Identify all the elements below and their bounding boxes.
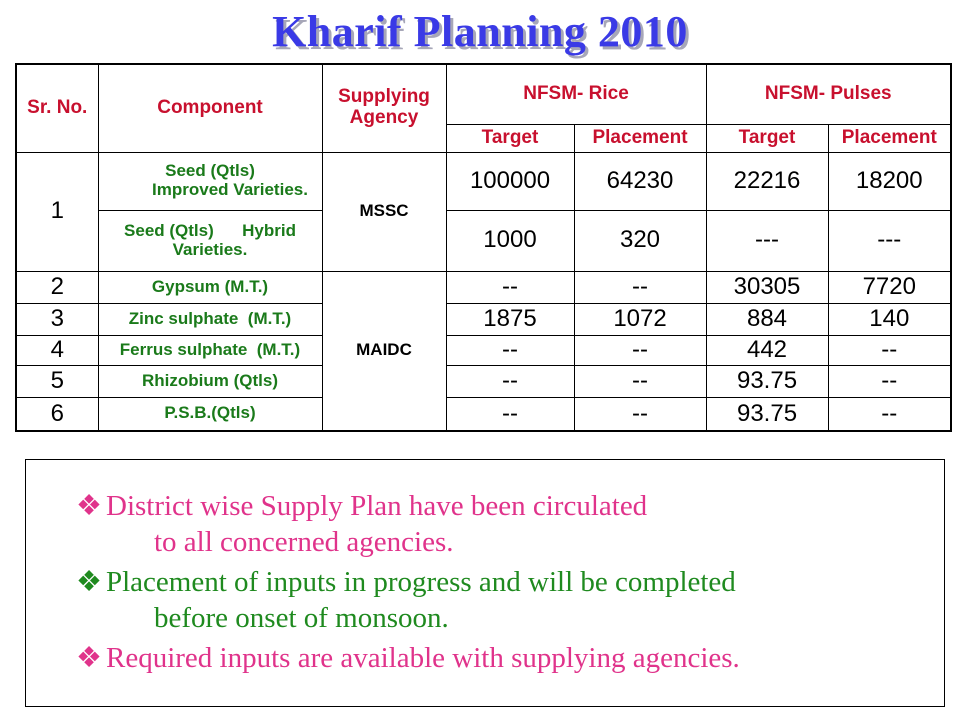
header-component: Component [97,63,323,153]
note-item: ❖ District wise Supply Plan have been cir… [76,488,936,560]
note-item: ❖ Placement of inputs in progress and wil… [76,564,936,636]
cell-component: Seed (Qtls) Improved Varieties. [97,151,323,211]
cell-component: Ferrus sulphate (M.T.) [97,334,323,366]
diamond-bullet-icon: ❖ [76,566,102,598]
table-row: 1 Seed (Qtls) Improved Varieties. MSSC 1… [15,151,952,272]
cell-pulses-target: 93.75 [705,396,829,432]
cell-rice-target: -- [445,270,575,304]
header-nfsm-rice: NFSM- Rice [445,63,707,125]
component-line2: Improved Varieties. [152,180,308,199]
cell-pulses-target: 93.75 [705,364,829,398]
cell-pulses-placement: -- [827,396,952,432]
cell-rice-placement: -- [573,334,707,366]
note-item: ❖ Required inputs are available with supp… [76,640,936,676]
header-supplying-agency-line1: Supplying [338,86,430,108]
header-pulses-placement: Placement [827,123,952,153]
cell-rice-placement: 64230 [573,151,707,211]
cell-rice-target: 1875 [445,302,575,336]
note-line1: Required inputs are available with suppl… [106,642,740,674]
cell-rice-target: -- [445,396,575,432]
cell-rice-placement: 1072 [573,302,707,336]
cell-rice-target: -- [445,364,575,398]
header-supplying-agency: Supplying Agency [321,63,447,153]
table-row: 3 Zinc sulphate (M.T.) 1875 1072 884 140 [15,302,952,336]
table-row: 2 Gypsum (M.T.) MAIDC -- -- 30305 7720 [15,270,952,432]
cell-component: Gypsum (M.T.) [97,270,323,304]
cell-pulses-placement: --- [827,209,952,272]
cell-rice-placement: -- [573,364,707,398]
cell-agency-mssc: MSSC [321,151,447,272]
cell-pulses-placement: 18200 [827,151,952,211]
note-line2: to all concerned agencies. [154,526,454,558]
note-line1: Placement of inputs in progress and will… [106,566,736,598]
cell-sr: 4 [15,334,99,366]
cell-rice-placement: -- [573,270,707,304]
cell-pulses-target: 30305 [705,270,829,304]
header-pulses-target: Target [705,123,829,153]
table-subheader-row: Target Placement Target Placement [16,123,952,153]
diamond-bullet-icon: ❖ [76,642,102,674]
cell-pulses-placement: 140 [827,302,952,336]
cell-pulses-placement: -- [827,334,952,366]
cell-pulses-placement: -- [827,364,952,398]
cell-component: Rhizobium (Qtls) [97,364,323,398]
cell-rice-target: 100000 [445,151,575,211]
cell-component: Seed (Qtls) Hybrid Varieties. [97,209,323,272]
cell-sr: 6 [15,396,99,432]
cell-sr: 2 [15,270,99,304]
cell-pulses-target: --- [705,209,829,272]
component-line1: Seed (Qtls) [165,161,255,181]
cell-sr: 5 [15,364,99,398]
notes-box: ❖ District wise Supply Plan have been cir… [25,459,945,707]
cell-rice-target: 1000 [445,209,575,272]
cell-pulses-placement: 7720 [827,270,952,304]
header-supplying-agency-line2: Agency [349,107,419,129]
note-line1: District wise Supply Plan have been circ… [106,490,648,522]
header-nfsm-pulses: NFSM- Pulses [705,63,952,125]
table-row: 4 Ferrus sulphate (M.T.) -- -- 442 -- [15,334,952,366]
table-row: 5 Rhizobium (Qtls) -- -- 93.75 -- [15,364,952,398]
table-header-row: Sr. No. Component Supplying Agency NFSM-… [15,63,952,153]
cell-agency-maidc: MAIDC [321,270,447,432]
page-title: Kharif Planning 2010 [272,7,688,56]
cell-pulses-target: 442 [705,334,829,366]
cell-rice-target: -- [445,334,575,366]
kharif-plan-table: Sr. No. Component Supplying Agency NFSM-… [15,63,953,432]
cell-rice-placement: 320 [573,209,707,272]
header-rice-target: Target [445,123,575,153]
component-line2: Varieties. [172,239,248,259]
component-line1: Seed (Qtls) Hybrid [124,220,296,240]
note-line2: before onset of monsoon. [154,602,449,634]
cell-sr: 3 [15,302,99,336]
cell-component: P.S.B.(Qtls) [97,396,323,432]
table-row: 6 P.S.B.(Qtls) -- -- 93.75 -- [15,396,952,432]
cell-component: Zinc sulphate (M.T.) [97,302,323,336]
diamond-bullet-icon: ❖ [76,490,102,522]
header-rice-placement: Placement [573,123,707,153]
header-sr-no: Sr. No. [15,63,99,153]
cell-sr: 1 [15,151,99,272]
cell-pulses-target: 22216 [705,151,829,211]
table-row: Seed (Qtls) Hybrid Varieties. 1000 320 -… [16,209,952,272]
cell-rice-placement: -- [573,396,707,432]
cell-pulses-target: 884 [705,302,829,336]
